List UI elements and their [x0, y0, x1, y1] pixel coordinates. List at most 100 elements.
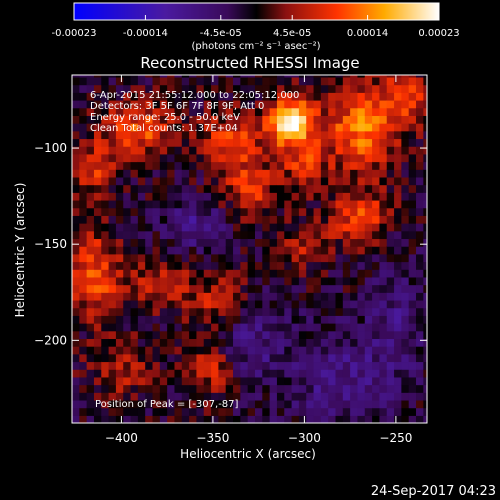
heatmap-cell	[145, 261, 154, 270]
heatmap-cell	[386, 238, 395, 247]
heatmap-cell	[291, 276, 300, 286]
heatmap-cell	[284, 338, 293, 347]
heatmap-cell	[86, 138, 95, 147]
heatmap-cell	[79, 338, 88, 347]
heatmap-cell	[298, 115, 307, 124]
heatmap-cell	[86, 169, 95, 178]
heatmap-cell	[174, 161, 183, 170]
heatmap-cell	[416, 307, 424, 316]
heatmap-cell	[145, 399, 154, 409]
heatmap-cell	[313, 276, 322, 286]
heatmap-cell	[145, 376, 154, 386]
heatmap-cell	[372, 261, 381, 270]
heatmap-cell	[284, 223, 293, 232]
heatmap-cell	[386, 353, 395, 363]
heatmap-cell	[174, 299, 183, 309]
heatmap-cell	[72, 107, 80, 116]
heatmap-cell	[115, 76, 124, 86]
heatmap-cell	[357, 276, 366, 286]
heatmap-cell	[357, 384, 366, 393]
heatmap-cell	[320, 407, 329, 416]
heatmap-cell	[211, 246, 219, 255]
heatmap-cell	[342, 376, 351, 386]
heatmap-cell	[115, 269, 124, 278]
heatmap-cell	[72, 369, 80, 378]
heatmap-cell	[394, 330, 402, 339]
heatmap-cell	[152, 199, 161, 209]
heatmap-cell	[72, 261, 80, 270]
heatmap-cell	[174, 253, 183, 263]
heatmap-cell	[408, 323, 417, 332]
heatmap-cell	[379, 199, 388, 209]
heatmap-cell	[108, 338, 117, 347]
heatmap-cell	[423, 169, 427, 178]
heatmap-cell	[86, 161, 95, 170]
heatmap-cell	[145, 99, 154, 109]
heatmap-cell	[86, 269, 95, 278]
heatmap-cell	[401, 253, 410, 263]
heatmap-cell	[313, 138, 322, 147]
heatmap-cell	[276, 399, 285, 409]
heatmap-cell	[218, 153, 227, 163]
heatmap-cell	[276, 392, 285, 401]
heatmap-cell	[364, 115, 373, 124]
heatmap-cell	[313, 184, 322, 193]
heatmap-cell	[174, 315, 183, 324]
heatmap-cell	[123, 161, 132, 170]
heatmap-cell	[306, 146, 315, 155]
heatmap-cell	[401, 161, 410, 170]
heatmap-cell	[350, 384, 359, 393]
heatmap-cell	[276, 130, 285, 140]
heatmap-cell	[181, 276, 190, 286]
heatmap-cell	[320, 284, 329, 293]
heatmap-cell	[181, 223, 190, 232]
heatmap-cell	[225, 253, 234, 263]
heatmap-cell	[313, 261, 322, 270]
heatmap-cell	[101, 361, 110, 370]
heatmap-cell	[284, 92, 293, 101]
heatmap-cell	[159, 223, 168, 232]
heatmap-cell	[130, 353, 139, 363]
heatmap-cell	[306, 153, 315, 163]
heatmap-cell	[408, 261, 417, 270]
heatmap-cell	[423, 107, 427, 116]
heatmap-cell	[93, 284, 102, 293]
heatmap-cell	[196, 376, 205, 386]
heatmap-cell	[423, 361, 427, 370]
heatmap-cell	[86, 76, 95, 86]
heatmap-cell	[145, 84, 154, 93]
heatmap-cell	[423, 261, 427, 270]
heatmap-cell	[123, 169, 132, 178]
heatmap-cell	[423, 246, 427, 255]
heatmap-cell	[386, 338, 395, 347]
heatmap-cell	[328, 292, 337, 301]
heatmap-cell	[423, 407, 427, 416]
heatmap-cell	[276, 99, 285, 109]
heatmap-cell	[152, 415, 161, 423]
heatmap-cell	[130, 207, 139, 216]
heatmap-cell	[423, 415, 427, 423]
heatmap-cell	[130, 92, 139, 101]
heatmap-cell	[72, 384, 80, 393]
heatmap-cell	[101, 376, 110, 386]
heatmap-cell	[174, 76, 183, 86]
chart-title: Reconstructed RHESSI Image	[140, 54, 359, 72]
heatmap-cell	[262, 269, 271, 278]
heatmap-cell	[342, 361, 351, 370]
heatmap-cell	[408, 269, 417, 278]
heatmap-cell	[218, 238, 227, 247]
heatmap-cell	[394, 84, 402, 93]
heatmap-cell	[350, 238, 359, 247]
heatmap-cell	[218, 369, 227, 378]
heatmap-cell	[218, 223, 227, 232]
heatmap-cell	[174, 392, 183, 401]
heatmap-cell	[145, 107, 154, 116]
heatmap-cell	[357, 323, 366, 332]
heatmap-cell	[167, 284, 176, 293]
heatmap-cell	[211, 392, 219, 401]
heatmap-cell	[342, 399, 351, 409]
heatmap-cell	[357, 99, 366, 109]
heatmap-cell	[328, 399, 337, 409]
heatmap-cell	[181, 92, 190, 101]
colorbar-tick-label: -4.5e-05	[200, 28, 242, 39]
